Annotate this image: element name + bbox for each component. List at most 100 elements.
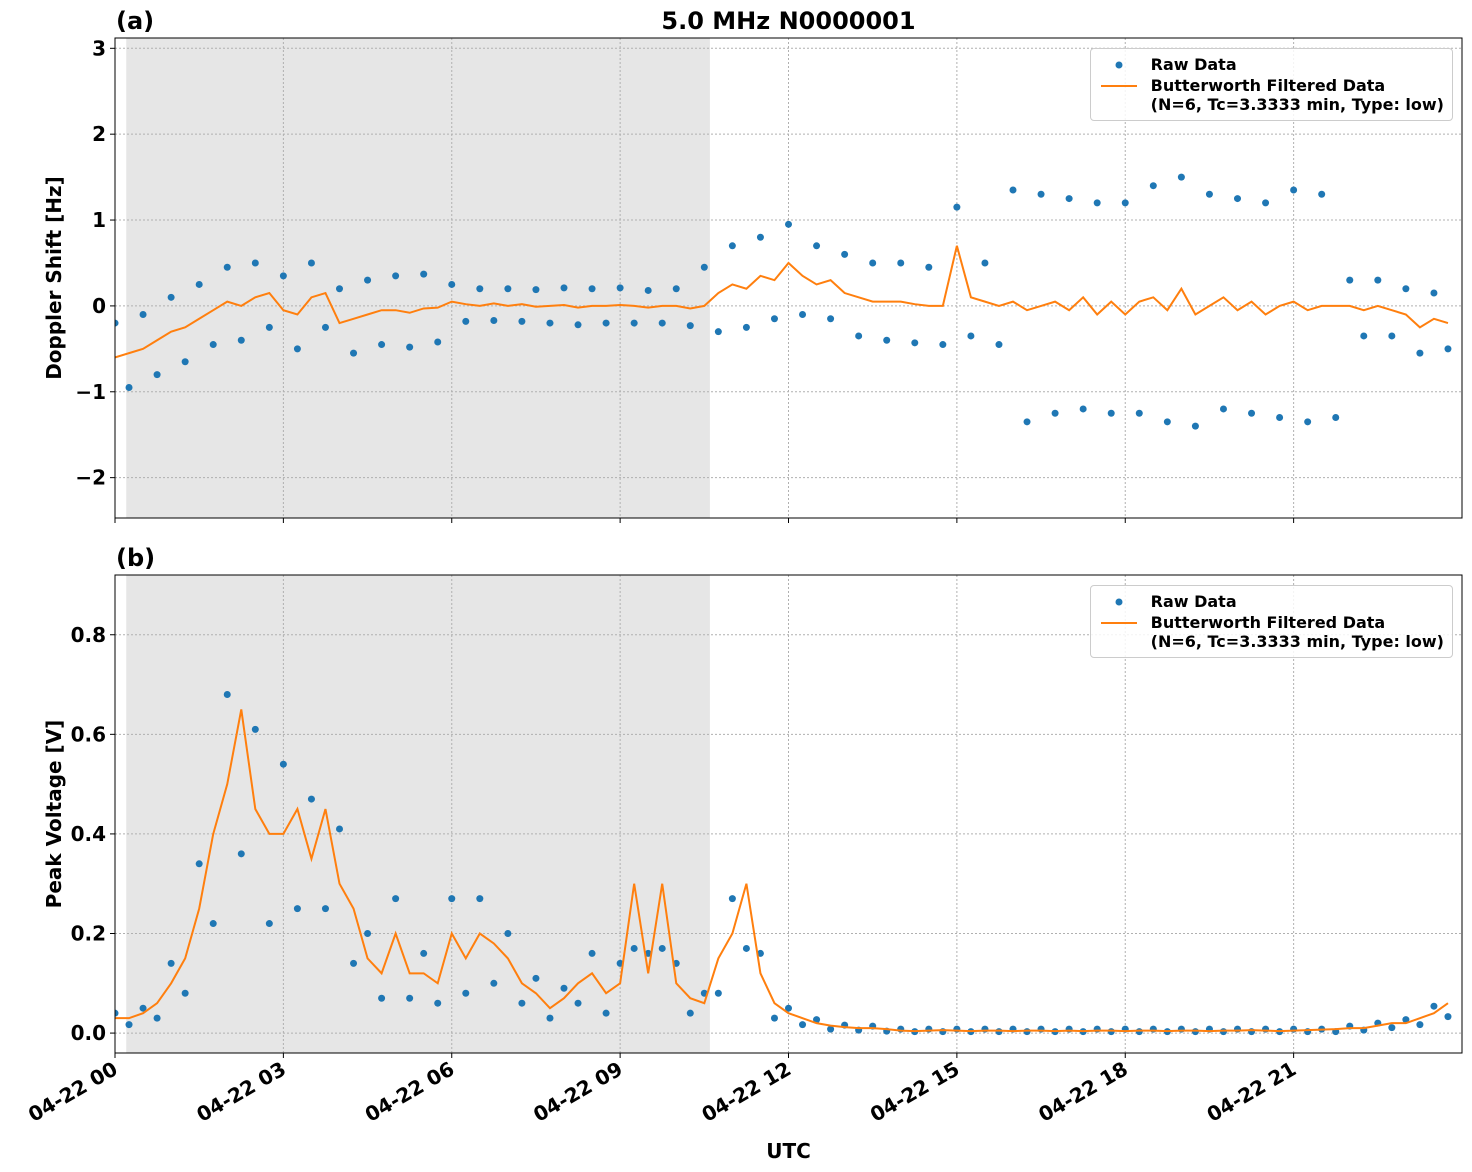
raw-point <box>953 203 961 211</box>
raw-point <box>1346 276 1354 284</box>
filtered-line <box>115 245 1449 359</box>
y-axis-label: Doppler Shift [Hz] <box>42 176 66 380</box>
raw-point <box>1219 405 1227 413</box>
raw-point <box>1416 1021 1424 1029</box>
raw-point <box>223 691 231 698</box>
raw-point <box>658 319 666 327</box>
raw-point <box>546 1014 554 1022</box>
y-tick-label: 0.6 <box>71 722 106 746</box>
raw-point <box>518 999 526 1007</box>
raw-point <box>223 263 231 271</box>
raw-point <box>378 994 386 1002</box>
raw-point <box>195 280 203 288</box>
legend-entry: Raw Data <box>1099 592 1444 611</box>
raw-point <box>714 989 722 997</box>
raw-point <box>728 242 736 250</box>
raw-point <box>237 850 245 858</box>
raw-point <box>1163 418 1171 426</box>
x-tick-label: 04-22 21 <box>1203 1057 1301 1127</box>
x-tick-label: 04-22 18 <box>1034 1057 1132 1127</box>
x-tick-label: 04-22 12 <box>697 1057 795 1127</box>
raw-point <box>770 1014 778 1022</box>
raw-point <box>139 310 147 318</box>
raw-point <box>1248 409 1256 417</box>
x-tick-label: 04-22 03 <box>192 1057 290 1127</box>
raw-point <box>532 974 540 982</box>
raw-point <box>855 332 863 340</box>
legend-entry: Butterworth Filtered Data (N=6, Tc=3.333… <box>1099 76 1444 114</box>
raw-point <box>686 1009 694 1017</box>
raw-point <box>630 319 638 327</box>
legend-marker <box>1100 622 1137 624</box>
raw-point <box>588 285 596 293</box>
raw-point <box>1388 1024 1396 1032</box>
x-axis-label: UTC <box>766 1139 811 1163</box>
raw-point <box>434 999 442 1007</box>
raw-point <box>406 343 414 351</box>
raw-point <box>1234 195 1241 203</box>
raw-point <box>1121 199 1129 207</box>
raw-point <box>1416 349 1424 357</box>
raw-point <box>560 284 568 292</box>
x-tick-label: 04-22 15 <box>866 1057 964 1127</box>
raw-point <box>1177 173 1185 181</box>
legend-label: Raw Data <box>1150 55 1237 74</box>
raw-point <box>336 285 343 293</box>
legend: Raw Data Butterworth Filtered Data (N=6, … <box>1089 585 1453 658</box>
raw-point <box>1444 345 1452 353</box>
y-axis-label: Peak Voltage [V] <box>42 720 66 909</box>
raw-point <box>588 949 596 957</box>
raw-point <box>406 994 414 1002</box>
raw-point <box>1065 195 1073 203</box>
shaded-span <box>126 38 710 518</box>
y-tick-label: −2 <box>75 466 106 490</box>
raw-point <box>125 1021 133 1029</box>
raw-point <box>532 286 540 294</box>
raw-point <box>630 944 638 952</box>
raw-point <box>448 895 456 903</box>
raw-point <box>378 341 386 349</box>
raw-point <box>714 328 722 336</box>
raw-point <box>1388 332 1396 340</box>
y-tick-label: 0.0 <box>71 1021 106 1045</box>
raw-point <box>1374 276 1382 284</box>
raw-point <box>967 332 975 340</box>
raw-point <box>350 959 358 967</box>
raw-point <box>672 285 680 293</box>
raw-point <box>883 336 891 344</box>
raw-point <box>799 310 807 318</box>
raw-point <box>1430 289 1438 297</box>
raw-point <box>181 358 189 366</box>
panel-label: (b) <box>116 544 155 572</box>
raw-point <box>1037 190 1045 198</box>
raw-point <box>813 242 821 250</box>
raw-point <box>115 319 119 327</box>
raw-point <box>195 860 203 868</box>
plot-area <box>115 173 1452 430</box>
raw-point <box>1402 285 1410 293</box>
raw-point <box>1444 1013 1452 1021</box>
raw-point <box>1318 190 1326 198</box>
y-tick-label: 2 <box>92 122 106 146</box>
raw-point <box>321 905 329 913</box>
filtered-line <box>115 709 1449 1033</box>
raw-point <box>686 322 694 330</box>
legend-marker <box>1100 85 1137 87</box>
raw-point <box>448 280 456 288</box>
shaded-span <box>126 575 710 1053</box>
raw-point <box>293 345 301 353</box>
raw-point <box>785 1004 792 1012</box>
raw-point <box>490 979 498 987</box>
raw-point <box>1051 409 1059 417</box>
raw-point <box>139 1004 147 1012</box>
raw-point <box>756 949 764 957</box>
raw-point <box>911 339 919 347</box>
raw-point <box>728 895 736 903</box>
raw-point <box>462 989 470 997</box>
raw-point <box>1093 199 1101 207</box>
raw-point <box>1332 414 1340 422</box>
raw-point <box>616 284 624 292</box>
raw-point <box>1135 409 1143 417</box>
y-tick-label: 3 <box>92 36 106 60</box>
raw-point <box>115 1009 119 1017</box>
